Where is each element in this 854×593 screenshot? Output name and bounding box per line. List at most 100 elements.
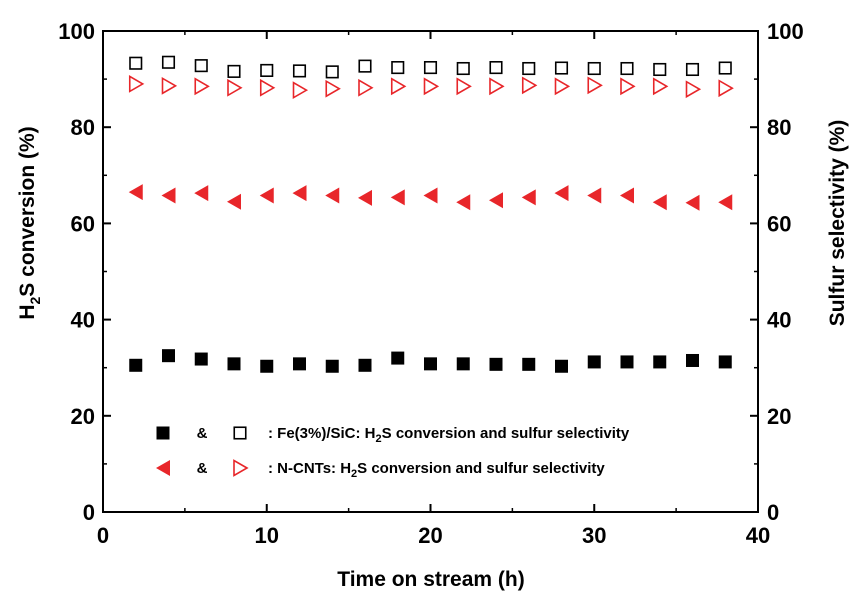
data-point-fe_conv <box>489 357 503 371</box>
data-point-cnt_sel <box>128 75 145 93</box>
data-point-fe_sel <box>620 61 634 76</box>
data-point-cnt_sel <box>456 77 472 96</box>
y-tick-label-right: 80 <box>767 115 791 140</box>
data-point-fe_conv <box>194 352 208 366</box>
data-point-fe_conv <box>260 359 274 373</box>
data-point-cnt_conv <box>489 192 503 209</box>
data-point-fe_sel <box>161 55 176 69</box>
data-point-cnt_sel <box>194 77 210 96</box>
data-point-fe_conv <box>293 357 306 371</box>
data-point-fe_sel <box>653 62 667 77</box>
y-tick-label-right: 20 <box>767 404 791 429</box>
data-point-fe_conv <box>424 357 437 371</box>
y-tick-label-left: 100 <box>58 19 95 44</box>
data-markers <box>128 55 734 373</box>
data-point-cnt_sel <box>521 76 538 95</box>
data-point-fe_conv <box>129 358 143 372</box>
y-tick-label-left: 80 <box>71 115 95 140</box>
legend-marker <box>156 426 170 440</box>
y-tick-label-right: 0 <box>767 500 779 525</box>
data-point-cnt_conv <box>390 189 405 206</box>
data-point-fe_conv <box>456 357 470 371</box>
data-point-fe_conv <box>358 358 372 372</box>
data-point-fe_conv <box>555 359 568 373</box>
x-tick-label: 30 <box>582 523 606 548</box>
y-tick-label-left: 60 <box>71 211 95 236</box>
data-point-fe_sel <box>358 59 372 73</box>
x-tick-label: 40 <box>746 523 770 548</box>
data-point-cnt_sel <box>489 77 505 96</box>
data-point-cnt_conv <box>652 194 667 211</box>
data-point-cnt_sel <box>423 77 440 96</box>
data-point-cnt_conv <box>620 187 634 204</box>
legend: & : Fe(3%)/SiC: H2S conversion and sulfur… <box>156 425 630 480</box>
data-point-cnt_sel <box>161 76 178 95</box>
data-point-fe_conv <box>391 351 405 365</box>
data-point-fe_sel <box>391 61 405 75</box>
data-point-cnt_sel <box>718 79 734 98</box>
x-tick-label: 0 <box>97 523 109 548</box>
data-point-cnt_conv <box>718 194 733 211</box>
data-point-cnt_conv <box>128 184 143 201</box>
x-tick-label: 10 <box>255 523 279 548</box>
data-point-fe_sel <box>587 61 601 76</box>
data-point-cnt_conv <box>423 187 438 204</box>
data-point-cnt_conv <box>161 187 176 204</box>
data-point-fe_conv <box>522 357 536 371</box>
data-point-fe_conv <box>686 353 699 367</box>
legend-separator: & <box>197 425 208 442</box>
legend-marker <box>156 460 170 476</box>
data-point-fe_sel <box>685 62 700 77</box>
data-point-cnt_sel <box>227 78 243 97</box>
data-point-cnt_conv <box>259 187 274 204</box>
data-point-fe_sel <box>227 64 241 78</box>
data-point-fe_conv <box>718 355 732 369</box>
data-point-cnt_conv <box>194 185 209 202</box>
data-point-cnt_sel <box>685 80 702 99</box>
data-point-cnt_sel <box>390 77 407 96</box>
data-point-cnt_conv <box>325 187 340 204</box>
data-point-cnt_conv <box>587 187 602 204</box>
y-tick-label-right: 40 <box>767 308 791 333</box>
data-point-cnt_sel <box>259 78 276 97</box>
y-axis-title-right: Sulfur selectivity (%) <box>826 120 849 327</box>
data-point-fe_sel <box>489 61 503 75</box>
data-point-fe_conv <box>653 355 667 369</box>
legend-label: : Fe(3%)/SiC: H2S conversion and sulfur … <box>268 425 630 445</box>
data-point-cnt_conv <box>521 189 536 206</box>
y-tick-label-right: 100 <box>767 19 804 44</box>
y-tick-label-left: 40 <box>71 308 95 333</box>
data-point-cnt_sel <box>554 77 571 96</box>
data-point-cnt_conv <box>227 193 241 210</box>
data-point-fe_sel <box>325 65 339 79</box>
data-point-cnt_conv <box>292 185 307 202</box>
data-point-fe_sel <box>129 56 143 70</box>
data-point-cnt_conv <box>456 194 471 211</box>
data-point-fe_sel <box>456 61 470 76</box>
legend-marker <box>233 459 249 477</box>
y-tick-label-left: 0 <box>83 500 95 525</box>
data-point-cnt_sel <box>358 78 374 97</box>
data-point-fe_sel <box>718 61 732 75</box>
legend-marker <box>233 426 247 440</box>
data-point-fe_conv <box>620 355 634 369</box>
data-point-fe_sel <box>522 61 536 76</box>
data-point-fe_conv <box>587 355 601 369</box>
data-point-cnt_conv <box>685 194 700 211</box>
data-point-fe_conv <box>325 359 339 373</box>
data-point-cnt_conv <box>554 185 569 202</box>
legend-label: : N-CNTs: H2S conversion and sulfur sele… <box>268 460 605 480</box>
plot-frame <box>102 30 759 513</box>
data-point-cnt_conv <box>358 189 372 206</box>
x-axis-title: Time on stream (h) <box>337 568 524 591</box>
legend-separator: & <box>197 460 208 477</box>
data-point-fe_sel <box>292 64 307 78</box>
data-point-cnt_sel <box>587 76 603 95</box>
data-point-fe_conv <box>162 349 175 363</box>
data-point-fe_sel <box>194 59 208 73</box>
data-point-cnt_sel <box>325 79 341 98</box>
y-axis-title-left: H2S conversion (%) <box>16 126 43 319</box>
data-point-fe_conv <box>227 357 241 371</box>
data-point-fe_sel <box>423 61 438 75</box>
